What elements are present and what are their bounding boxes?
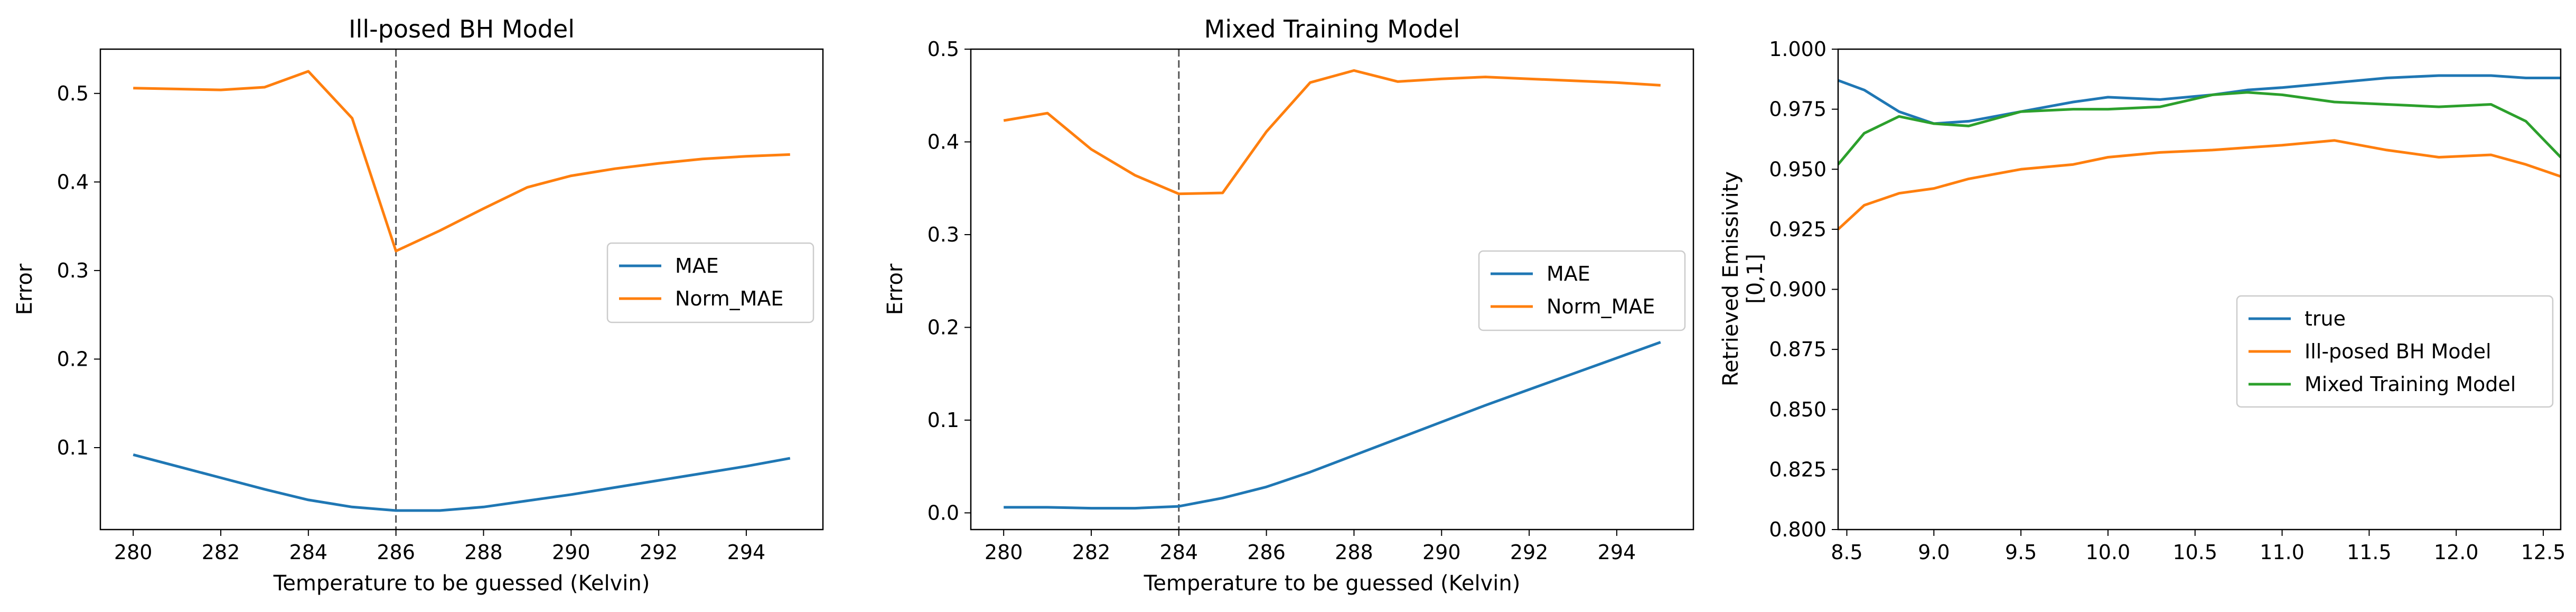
y-axis-label: Error [883,263,907,315]
y-tick-label: 0.2 [928,316,959,339]
y-tick-label: 0.875 [1769,338,1826,361]
legend-label: Norm_MAE [675,287,783,310]
y-tick-label: 0.800 [1769,518,1826,541]
x-tick-label: 290 [1422,541,1461,564]
x-tick-label: 288 [1335,541,1373,564]
x-tick-label: 282 [1072,541,1111,564]
series-line-norm-mae [133,70,790,253]
y-tick-label: 0.1 [57,436,89,459]
legend-box [2236,295,2554,408]
y-tick-label: 0.4 [928,130,959,153]
x-axis-label: Temperature to be guessed (Kelvin) [273,571,650,596]
x-tick-label: 286 [1247,541,1286,564]
x-tick-label: 280 [985,541,1023,564]
series-line-true [1838,74,2561,125]
y-tick-label: 0.3 [928,223,959,246]
y-tick-label: 0.850 [1769,398,1826,421]
x-tick-label: 12.5 [2521,541,2566,564]
y-tick-label: 0.950 [1769,157,1826,181]
y-tick-label: 0.2 [57,347,89,370]
y-tick-label: 0.925 [1769,218,1826,241]
legend: true Ill-posed BH Model Mixed Training Mod… [2236,295,2554,408]
legend-label: Norm_MAE [1547,295,1655,318]
x-tick-label: 280 [114,541,153,564]
plot-frame [1837,48,2562,531]
y-tick-label: 0.4 [57,170,89,193]
x-tick-label: 284 [1160,541,1198,564]
x-tick-label: 292 [1510,541,1549,564]
x-tick-label: 294 [1598,541,1636,564]
plot-frame [970,48,1694,531]
x-tick-label: 11.5 [2347,541,2392,564]
y-tick-label: 0.825 [1769,458,1826,481]
legend-label: Mixed Training Model [2305,373,2516,396]
y-tick-label: 0.5 [928,38,959,61]
plot-frame [99,48,824,531]
x-tick-label: 282 [202,541,240,564]
y-tick-label: 0.3 [57,259,89,282]
x-tick-label: 9.5 [2005,541,2037,564]
y-axis-label-line: Retrieved Emissivity [1719,171,1743,386]
x-tick-label: 11.0 [2260,541,2305,564]
y-axis-label-line: [0,1] [1743,254,1767,304]
y-tick-label: 0.0 [928,501,959,524]
y-tick-label: 1.000 [1769,38,1826,61]
y-tick-label: 0.975 [1769,98,1826,121]
x-tick-label: 290 [552,541,591,564]
series-line-mae [1004,341,1661,510]
x-tick-label: 294 [727,541,766,564]
legend-label: true [2305,307,2346,330]
legend-label: MAE [675,254,719,277]
y-tick-label: 0.900 [1769,278,1826,301]
x-tick-label: 292 [640,541,678,564]
series-line-mixed-training-model [1838,91,2561,165]
chart-2: Mixed Training Model 280 282 284 286 288 290 29… [883,15,1694,596]
series-line-mae [133,453,791,512]
legend-box [1478,250,1686,331]
y-tick-label: 0.1 [928,409,959,432]
x-tick-label: 10.5 [2172,541,2217,564]
x-tick-label: 284 [289,541,328,564]
chart-title: Mixed Training Model [1204,15,1460,43]
y-axis-label: Retrieved Emissivity[0,1] [1719,171,1767,386]
x-axis-label: Temperature to be guessed (Kelvin) [1144,571,1521,596]
x-tick-label: 288 [464,541,503,564]
x-tick-label: 8.5 [1831,541,1862,564]
y-axis-label: Error [13,263,37,315]
x-tick-label: 12.0 [2434,541,2479,564]
legend: MAE Norm_MAE [606,242,814,323]
x-tick-label: 10.0 [2086,541,2131,564]
series-line-ill-posed-bh-model [1838,139,2561,230]
legend: MAE Norm_MAE [1478,250,1686,331]
chart-3: 8.5 9.0 9.5 10.0 10.5 11.0 11.5 12.0 12.5 0.800 0.… [1719,38,2565,564]
y-tick-label: 0.5 [57,82,89,105]
chart-1: Ill-posed BH Model 280 282 284 286 288 290 292 2… [13,15,824,596]
x-tick-label: 9.0 [1918,541,1950,564]
legend-box [606,242,814,323]
legend-label: Ill-posed BH Model [2305,340,2491,363]
series-line-norm-mae [1003,69,1661,196]
x-tick-label: 286 [377,541,415,564]
legend-label: MAE [1547,262,1590,285]
chart-title: Ill-posed BH Model [349,15,575,43]
